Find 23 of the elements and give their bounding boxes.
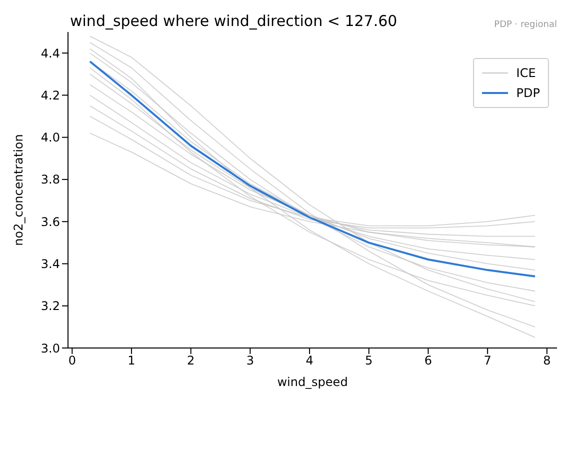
y-tick-label: 4.0 — [40, 130, 60, 145]
legend-label: PDP — [516, 85, 540, 102]
x-tick-label: 2 — [187, 354, 195, 368]
y-tick-label: 4.2 — [40, 88, 60, 102]
y-tick-label: 3.6 — [40, 214, 60, 229]
chart-title: wind_speed where wind_direction < 127.60 — [70, 12, 398, 30]
x-tick-label: 4 — [306, 354, 314, 368]
x-tick-label: 8 — [543, 354, 551, 368]
y-axis-title: no2_concentration — [11, 134, 26, 246]
y-tick-label: 3.2 — [40, 299, 60, 314]
x-tick-label: 3 — [246, 354, 254, 368]
y-tick-label: 3.4 — [40, 256, 60, 271]
x-tick-label: 5 — [365, 354, 373, 368]
text: PDP · regional — [494, 20, 557, 30]
y-tick-label: 4.4 — [40, 46, 60, 60]
legend-label: ICE — [516, 65, 536, 82]
x-tick-label: 0 — [68, 354, 76, 368]
y-tick-label: 3.0 — [40, 341, 60, 356]
x-tick-label: 7 — [484, 354, 492, 368]
x-tick-label: 6 — [424, 354, 432, 368]
y-tick-label: 3.8 — [40, 172, 60, 187]
x-tick-label: 1 — [128, 354, 136, 368]
x-axis-title: wind_speed — [277, 375, 348, 389]
